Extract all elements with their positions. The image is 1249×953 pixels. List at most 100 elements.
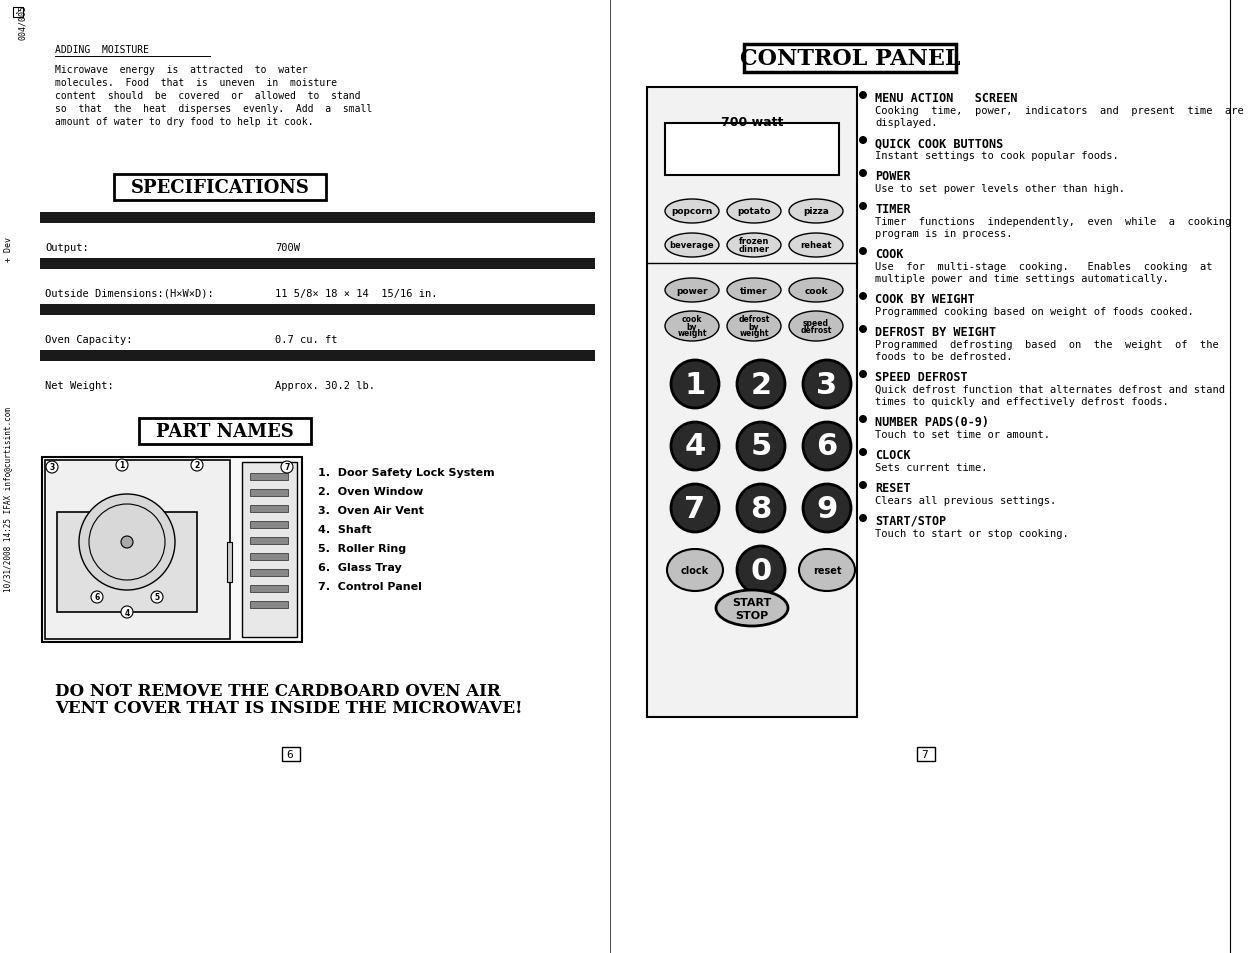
Ellipse shape	[667, 550, 723, 592]
Text: by: by	[748, 322, 759, 331]
Circle shape	[737, 484, 786, 533]
Text: weight: weight	[677, 329, 707, 338]
Circle shape	[859, 91, 867, 100]
Ellipse shape	[664, 278, 719, 303]
Circle shape	[859, 170, 867, 178]
Text: Microwave  energy  is  attracted  to  water: Microwave energy is attracted to water	[55, 65, 307, 75]
Ellipse shape	[789, 233, 843, 257]
Text: 3: 3	[50, 463, 55, 472]
Text: MENU ACTION   SCREEN: MENU ACTION SCREEN	[876, 91, 1018, 105]
Text: 3: 3	[817, 370, 838, 399]
Circle shape	[737, 546, 786, 595]
Text: 9: 9	[817, 494, 838, 523]
Text: Output:: Output:	[45, 243, 89, 253]
Bar	[250, 601, 289, 608]
FancyBboxPatch shape	[139, 418, 311, 444]
Text: Outside Dimensions:(H×W×D):: Outside Dimensions:(H×W×D):	[45, 289, 214, 298]
Bar	[12, 8, 22, 18]
Text: COOK: COOK	[876, 248, 903, 261]
Text: 7.  Control Panel: 7. Control Panel	[318, 581, 422, 592]
Ellipse shape	[727, 200, 781, 224]
Text: Touch to start or stop cooking.: Touch to start or stop cooking.	[876, 529, 1069, 538]
Text: 7: 7	[684, 494, 706, 523]
Text: Clears all previous settings.: Clears all previous settings.	[876, 496, 1057, 505]
Bar	[42, 457, 302, 642]
Text: program is in process.: program is in process.	[876, 229, 1013, 239]
FancyBboxPatch shape	[114, 174, 326, 201]
Circle shape	[859, 515, 867, 522]
Text: SPEED DEFROST: SPEED DEFROST	[876, 371, 968, 384]
Text: Net Weight:: Net Weight:	[45, 380, 114, 391]
Bar	[40, 213, 595, 224]
Bar	[917, 747, 936, 761]
Text: 6: 6	[286, 749, 294, 760]
Text: 0: 0	[751, 556, 772, 585]
Text: PART NAMES: PART NAMES	[156, 422, 294, 440]
Text: speed: speed	[803, 318, 829, 328]
Text: 2.  Oven Window: 2. Oven Window	[318, 486, 423, 497]
Text: 5: 5	[155, 593, 160, 602]
Bar	[57, 513, 197, 613]
Circle shape	[116, 459, 127, 472]
Text: TIMER: TIMER	[876, 203, 911, 215]
Circle shape	[859, 293, 867, 301]
Bar	[40, 351, 595, 361]
Text: 5: 5	[751, 432, 772, 461]
Text: timer: timer	[741, 286, 768, 295]
Text: 6: 6	[95, 593, 100, 602]
Text: displayed.: displayed.	[876, 118, 938, 128]
Text: 700W: 700W	[275, 243, 300, 253]
Bar	[40, 258, 595, 270]
Text: potato: potato	[737, 208, 771, 216]
Text: so  that  the  heat  disperses  evenly.  Add  a  small: so that the heat disperses evenly. Add a…	[55, 104, 372, 113]
Text: cook: cook	[682, 315, 702, 324]
Text: by: by	[687, 322, 697, 331]
Bar	[250, 505, 289, 513]
Circle shape	[121, 606, 132, 618]
Text: 4.  Shaft: 4. Shaft	[318, 524, 371, 535]
Text: power: power	[676, 286, 708, 295]
Text: Timer  functions  independently,  even  while  a  cooking: Timer functions independently, even whil…	[876, 216, 1232, 227]
Text: 2: 2	[195, 461, 200, 470]
Circle shape	[859, 203, 867, 211]
Ellipse shape	[799, 550, 856, 592]
Text: 8: 8	[751, 494, 772, 523]
Text: NUMBER PADS(0-9): NUMBER PADS(0-9)	[876, 416, 989, 429]
Circle shape	[859, 449, 867, 456]
Ellipse shape	[664, 233, 719, 257]
Text: clock: clock	[681, 565, 709, 576]
Ellipse shape	[664, 200, 719, 224]
Bar	[664, 124, 839, 175]
Bar	[242, 462, 297, 638]
Text: Programmed cooking based on weight of foods cooked.: Programmed cooking based on weight of fo…	[876, 307, 1194, 316]
Circle shape	[859, 326, 867, 334]
Text: 0.7 cu. ft: 0.7 cu. ft	[275, 335, 337, 345]
Text: weight: weight	[739, 329, 768, 338]
Circle shape	[671, 422, 719, 471]
Text: Cooking  time,  power,  indicators  and  present  time  are: Cooking time, power, indicators and pres…	[876, 106, 1244, 116]
Text: START: START	[732, 598, 772, 607]
Ellipse shape	[789, 278, 843, 303]
Circle shape	[859, 481, 867, 490]
Text: Approx. 30.2 lb.: Approx. 30.2 lb.	[275, 380, 375, 391]
Circle shape	[151, 592, 164, 603]
Text: 1: 1	[120, 461, 125, 470]
Text: CLOCK: CLOCK	[876, 449, 911, 461]
Text: 4: 4	[684, 432, 706, 461]
Text: QUICK COOK BUTTONS: QUICK COOK BUTTONS	[876, 137, 1003, 150]
Text: 1: 1	[684, 370, 706, 399]
Bar	[282, 747, 300, 761]
Text: cook: cook	[804, 286, 828, 295]
Circle shape	[737, 422, 786, 471]
Circle shape	[91, 592, 102, 603]
Text: 7: 7	[922, 749, 928, 760]
Text: frozen: frozen	[739, 237, 769, 246]
Circle shape	[737, 360, 786, 409]
Circle shape	[859, 137, 867, 145]
Text: 2: 2	[751, 370, 772, 399]
Text: 11 5/8× 18 × 14  15/16 in.: 11 5/8× 18 × 14 15/16 in.	[275, 289, 437, 298]
Text: defrost: defrost	[801, 326, 832, 335]
Text: reset: reset	[813, 565, 842, 576]
Text: 4: 4	[125, 608, 130, 617]
Circle shape	[79, 495, 175, 590]
